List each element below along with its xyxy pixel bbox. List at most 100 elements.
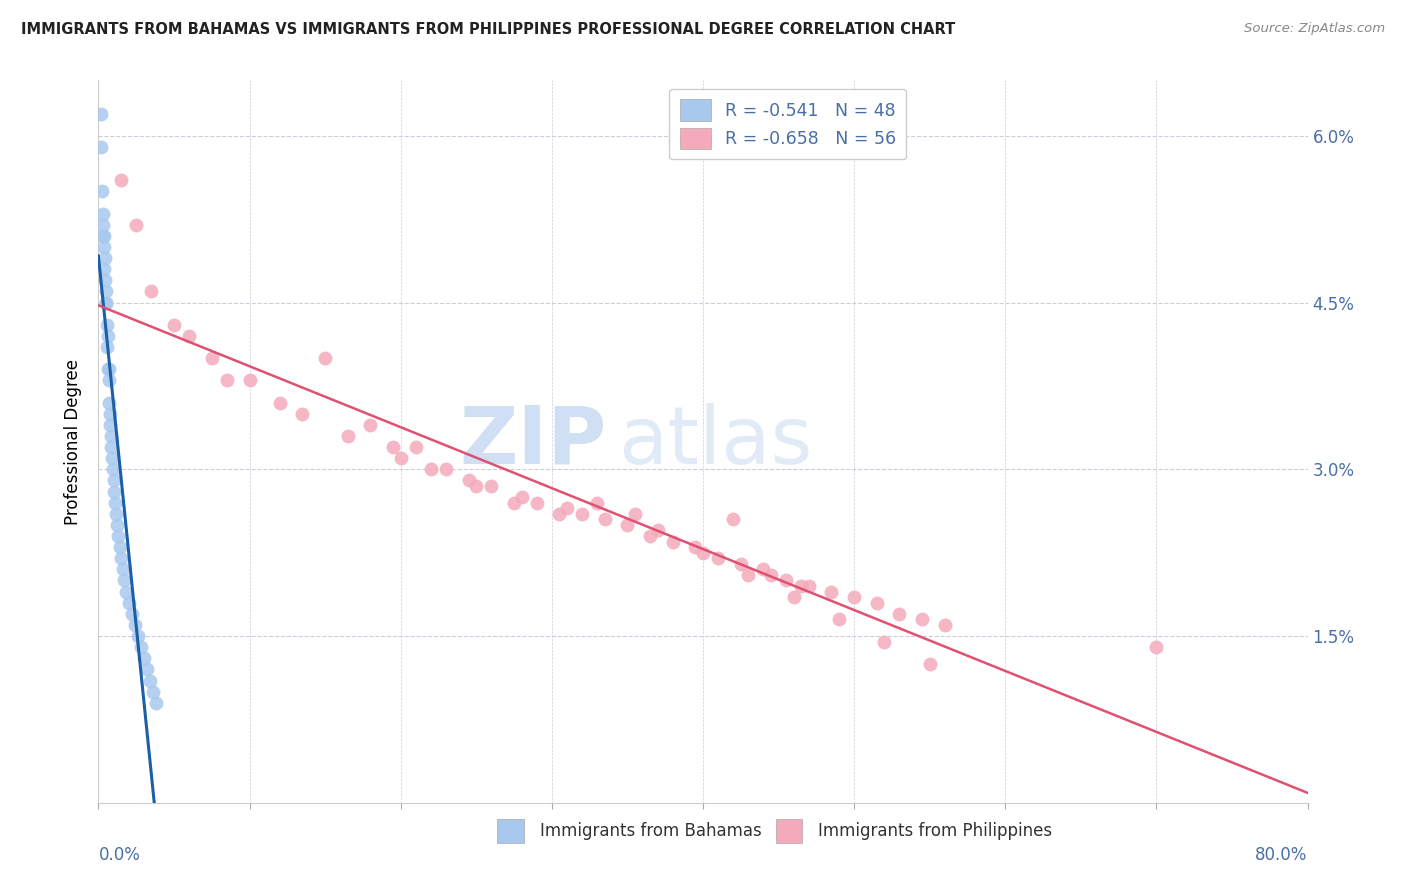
Point: [93, 262, 115, 277]
Point: [114, 584, 136, 599]
Point: [616, 517, 638, 532]
Point: [647, 524, 669, 538]
Point: [269, 395, 291, 409]
Point: [90, 140, 112, 154]
Y-axis label: Professional Degree: Professional Degree: [65, 359, 83, 524]
Point: [145, 696, 167, 710]
Point: [142, 684, 165, 698]
Point: [707, 551, 730, 566]
Point: [98, 407, 121, 421]
Point: [96, 285, 118, 299]
Point: [465, 479, 488, 493]
Point: [97, 329, 120, 343]
Point: [661, 534, 683, 549]
Point: [1146, 640, 1168, 655]
Point: [91, 228, 114, 243]
Point: [737, 568, 759, 582]
Point: [593, 512, 616, 526]
Point: [759, 568, 782, 582]
Point: [163, 318, 186, 332]
Legend: R = -0.541   N = 48, R = -0.658   N = 56: R = -0.541 N = 48, R = -0.658 N = 56: [669, 89, 907, 159]
Point: [94, 273, 117, 287]
Point: [215, 373, 238, 387]
Point: [797, 579, 820, 593]
Point: [135, 662, 157, 676]
Point: [124, 618, 146, 632]
Point: [638, 529, 661, 543]
Point: [775, 574, 797, 588]
Point: [121, 607, 143, 621]
Text: 80.0%: 80.0%: [1256, 847, 1308, 864]
Point: [105, 517, 128, 532]
Point: [239, 373, 262, 387]
Point: [100, 440, 122, 454]
Point: [405, 440, 427, 454]
Point: [91, 207, 114, 221]
Point: [129, 640, 152, 655]
Point: [98, 417, 121, 432]
Text: Source: ZipAtlas.com: Source: ZipAtlas.com: [1244, 22, 1385, 36]
Point: [98, 395, 121, 409]
Point: [103, 474, 125, 488]
Point: [420, 462, 443, 476]
Point: [112, 574, 135, 588]
Point: [132, 651, 155, 665]
Point: [93, 240, 115, 254]
Point: [889, 607, 911, 621]
Point: [783, 590, 806, 604]
Point: [360, 417, 382, 432]
Text: 0.0%: 0.0%: [98, 847, 141, 864]
Point: [101, 462, 124, 476]
Point: [389, 451, 412, 466]
Point: [526, 496, 548, 510]
Point: [110, 173, 132, 187]
Point: [548, 507, 571, 521]
Point: [101, 451, 124, 466]
Point: [103, 484, 125, 499]
Point: [90, 106, 112, 120]
Point: [118, 596, 141, 610]
Point: [104, 507, 127, 521]
Point: [93, 228, 115, 243]
Point: [97, 362, 120, 376]
Point: [844, 590, 866, 604]
Point: [790, 579, 813, 593]
Point: [730, 557, 752, 571]
Point: [571, 507, 593, 521]
Point: [624, 507, 647, 521]
Point: [911, 612, 934, 626]
Text: ZIP: ZIP: [458, 402, 606, 481]
Point: [110, 551, 132, 566]
Point: [685, 540, 707, 554]
Point: [918, 657, 941, 671]
Point: [866, 596, 889, 610]
Point: [291, 407, 314, 421]
Point: [828, 612, 851, 626]
Text: atlas: atlas: [619, 402, 813, 481]
Point: [96, 340, 118, 354]
Point: [382, 440, 405, 454]
Point: [873, 634, 896, 648]
Point: [111, 562, 134, 576]
Point: [586, 496, 609, 510]
Point: [481, 479, 503, 493]
Point: [434, 462, 457, 476]
Point: [98, 362, 121, 376]
Point: [94, 295, 117, 310]
Point: [820, 584, 842, 599]
Point: [100, 429, 122, 443]
Point: [141, 285, 163, 299]
Bar: [498, 820, 524, 843]
Point: [336, 429, 359, 443]
Point: [179, 329, 201, 343]
Text: Immigrants from Bahamas: Immigrants from Bahamas: [540, 822, 762, 840]
Point: [108, 540, 131, 554]
Point: [457, 474, 479, 488]
Point: [503, 496, 526, 510]
Point: [314, 351, 336, 366]
Text: IMMIGRANTS FROM BAHAMAS VS IMMIGRANTS FROM PHILIPPINES PROFESSIONAL DEGREE CORRE: IMMIGRANTS FROM BAHAMAS VS IMMIGRANTS FR…: [21, 22, 955, 37]
Point: [555, 501, 578, 516]
Point: [127, 629, 149, 643]
Point: [692, 546, 714, 560]
Point: [104, 496, 127, 510]
